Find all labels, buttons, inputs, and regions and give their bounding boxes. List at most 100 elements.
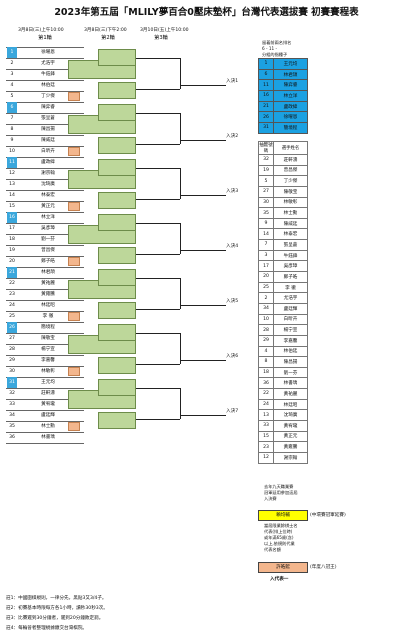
player-name: 林伯廷	[41, 83, 55, 88]
row-rule	[6, 190, 84, 191]
player-name: 尤浩宇	[41, 61, 55, 66]
row-rule	[6, 322, 84, 323]
bye-box	[68, 202, 80, 211]
player-name: 牛鈺鋒	[41, 72, 55, 77]
advance-label: 入決2	[226, 134, 239, 140]
draw-row: 23 黃雍騰	[258, 441, 308, 453]
player-number: 2	[10, 61, 14, 66]
advance-label: 入決6	[226, 354, 239, 360]
row-rule	[6, 344, 84, 345]
row-rule	[6, 47, 84, 48]
player-name: 李 徹	[42, 314, 54, 319]
round1-header: 第1輪	[38, 35, 52, 41]
row-rule	[6, 113, 84, 114]
player-name: 簡境程	[41, 325, 55, 330]
player-number: 19	[9, 248, 15, 253]
player-number: 13	[9, 182, 15, 187]
player-number: 21	[7, 267, 17, 278]
row-rule	[6, 80, 84, 81]
player-name: 陳昌揚	[41, 127, 55, 132]
advance-label: 入決4	[226, 244, 239, 250]
round2-box	[98, 137, 136, 154]
bracket-line	[136, 388, 180, 389]
draw-row: 20 鄭子皓	[258, 271, 308, 283]
player-name: 張呈蒼	[41, 116, 55, 121]
bracket-line	[180, 333, 181, 364]
draw-row: 2 尤浩宇	[258, 292, 308, 304]
player-number: 32	[9, 391, 15, 396]
row-rule	[6, 102, 84, 103]
legend-orange-desc: (年度八冠王)	[310, 565, 337, 570]
round2-box	[98, 104, 136, 121]
round2-box	[98, 269, 136, 286]
seed-table: 1 王元均 6 林君頡 11 陳弈睿 16 林立洋 21 盧政緯 26 徐曜恩 31 簡境程	[258, 58, 308, 134]
row-rule	[6, 355, 84, 356]
note-pro-champion: 去年九天職業賽 冠軍延用參加這屆 入決賽	[264, 484, 298, 501]
player-number: 8	[10, 127, 14, 132]
player-name: 李嘉馨	[41, 358, 55, 363]
row-rule	[6, 146, 84, 147]
player-number: 35	[9, 424, 15, 429]
row-rule	[6, 289, 84, 290]
row-rule	[6, 179, 84, 180]
draw-row: 13 沈琦廣	[258, 409, 308, 421]
player-name: 盧政緯	[41, 160, 55, 165]
player-name: 林廷昭	[41, 303, 55, 308]
bracket-line	[136, 223, 180, 224]
draw-row: 28 楊宁宣	[258, 324, 308, 336]
player-number: 7	[10, 116, 14, 121]
row-rule	[6, 223, 84, 224]
player-name: 楊宁宣	[41, 347, 55, 352]
player-name: 林君頡	[41, 270, 55, 275]
draw-row: 29 李嘉馨	[258, 334, 308, 347]
player-name: 林士勳	[41, 424, 55, 429]
bracket-line	[180, 140, 226, 142]
player-name: 黃祐麗	[41, 281, 55, 286]
row-rule	[6, 168, 84, 169]
player-name: 吳彥璋	[41, 226, 55, 231]
draw-row: 18 劉一芬	[258, 366, 308, 379]
row-rule	[6, 300, 84, 301]
bye-box	[68, 367, 80, 376]
bracket-line	[136, 58, 180, 59]
draw-row: 35 林士勳	[258, 207, 308, 219]
footnote-1: 註1：中國圍棋規則，一律分先，黑貼3又3/4子。	[6, 596, 107, 601]
player-name: 莊軒濤	[41, 391, 55, 396]
row-rule	[6, 443, 84, 444]
round2-date: 3月8日(三)下午2:00	[84, 28, 127, 33]
draw-row: 32 莊軒濤	[258, 154, 308, 166]
footnote-3: 註3：比賽遲到30分鐘者，遲到20分鐘敗定罰。	[6, 616, 104, 621]
bracket-line	[180, 195, 226, 197]
round1-date: 3月8日(三)上午10:00	[18, 28, 64, 33]
draw-row: 36 林書瑀	[258, 377, 308, 390]
player-name: 曾昌傑	[41, 248, 55, 253]
bye-box	[68, 257, 80, 266]
draw-row: 9 陳威廷	[258, 217, 308, 230]
page-title: 2023年第五屆「MLILY夢百合0壓床墊杯」台灣代表選拔賽 初賽賽程表	[54, 7, 359, 18]
bracket-line	[180, 278, 181, 309]
player-name: 劉一芬	[41, 237, 55, 242]
row-rule	[6, 201, 84, 202]
row-rule	[6, 432, 84, 433]
player-number: 30	[9, 369, 15, 374]
player-number: 12	[9, 171, 15, 176]
player-name: 林書瑀	[41, 435, 55, 440]
round2-box	[98, 192, 136, 209]
round2-box	[98, 379, 136, 396]
bracket-line	[136, 198, 180, 200]
row-rule	[6, 124, 84, 125]
player-name: 黃雍騰	[41, 292, 55, 297]
player-name: 徐曜恩	[41, 50, 55, 55]
draw-row: 12 謝宗翰	[258, 451, 308, 464]
bye-box	[68, 312, 80, 321]
row-rule	[6, 377, 84, 378]
round2-box	[98, 49, 136, 66]
bracket-line	[180, 113, 181, 144]
player-number: 23	[9, 292, 15, 297]
row-rule	[6, 135, 84, 136]
bracket-line	[180, 305, 226, 307]
draw-table: 抽籤號碼 選手姓名 32 莊軒濤 19 曾昌傑 5 丁少傑 27 陳敬宝 30 林敏彰 35 林士勳 9 陳…	[258, 141, 308, 464]
bracket-line	[180, 360, 226, 362]
round2-box	[98, 324, 136, 341]
player-name: 林敏彰	[41, 369, 55, 374]
